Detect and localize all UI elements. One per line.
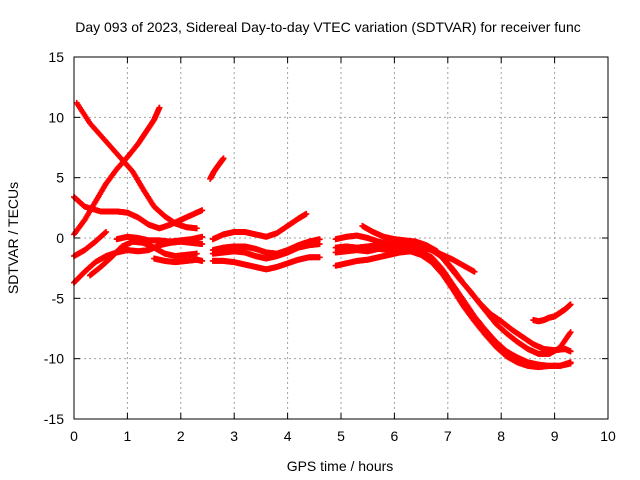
data-point-marker	[199, 241, 206, 248]
data-point-marker	[156, 104, 163, 111]
data-point-marker	[220, 155, 227, 162]
y-tick-label: -5	[52, 290, 65, 306]
data-point-marker	[199, 207, 206, 214]
series-track-9	[151, 255, 206, 266]
axis-ticks: 0 1 2 3 4 5 6 7 8 9 10 -15 -10 -5 0 5 10 15	[44, 49, 616, 444]
data-point-marker	[471, 268, 478, 275]
series-track-5	[71, 228, 110, 260]
chart-title: Day 093 of 2023, Sidereal Day-to-day VTE…	[75, 19, 581, 35]
data-series	[71, 99, 574, 371]
series-track-12	[209, 241, 323, 262]
x-axis-label: GPS time / hours	[287, 458, 394, 474]
y-axis-label: SDTVAR / TECUs	[5, 182, 21, 294]
series-track-8	[113, 233, 206, 245]
x-tick-label: 6	[391, 428, 399, 444]
y-tick-label: 0	[56, 230, 64, 246]
y-tick-label: -10	[44, 351, 64, 367]
data-point-marker	[193, 250, 200, 257]
y-tick-label: -15	[44, 411, 64, 427]
data-point-marker	[316, 254, 323, 261]
y-tick-label: 5	[56, 170, 64, 186]
y-tick-label: 15	[48, 49, 64, 65]
x-tick-label: 8	[497, 428, 505, 444]
data-point-marker	[567, 329, 574, 336]
x-tick-label: 9	[551, 428, 559, 444]
data-point-marker	[193, 225, 200, 232]
data-point-marker	[316, 241, 323, 248]
data-point-marker	[103, 228, 110, 235]
series-track-16	[332, 242, 574, 357]
series-track-10	[209, 210, 310, 243]
data-point-marker	[102, 229, 109, 236]
series-track-2	[71, 104, 163, 238]
x-tick-label: 2	[177, 428, 185, 444]
data-point-marker	[199, 257, 206, 264]
x-tick-label: 10	[600, 428, 616, 444]
x-tick-label: 1	[124, 428, 132, 444]
data-point-marker	[567, 359, 574, 366]
x-tick-label: 4	[284, 428, 292, 444]
series-track-19	[530, 301, 574, 325]
series-track-3	[71, 193, 206, 232]
y-tick-label: 10	[48, 109, 64, 125]
data-point-marker	[567, 301, 574, 308]
x-tick-label: 7	[444, 428, 452, 444]
series-track-7	[87, 238, 200, 279]
data-point-marker	[199, 233, 206, 240]
data-point-marker	[567, 348, 574, 355]
x-tick-label: 3	[230, 428, 238, 444]
series-track-13	[209, 254, 323, 273]
series-track-18	[332, 248, 574, 371]
series-track-4	[207, 155, 227, 182]
data-point-marker	[303, 210, 310, 217]
series-track-1	[73, 99, 200, 232]
x-tick-label: 0	[70, 428, 78, 444]
x-tick-label: 5	[337, 428, 345, 444]
